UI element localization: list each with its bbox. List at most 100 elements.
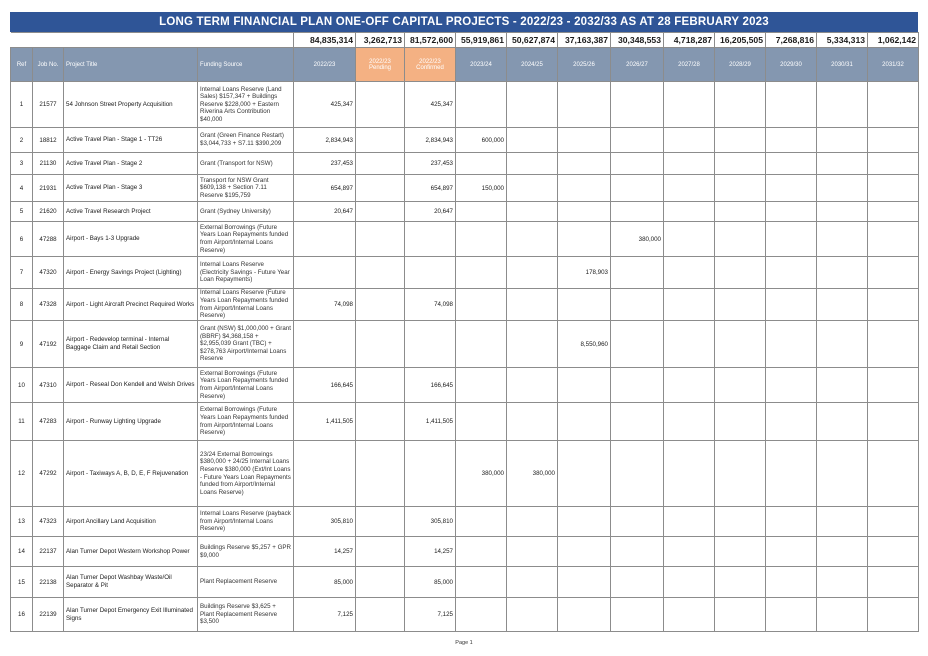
row-value-cell [455, 221, 507, 257]
table-row: 16 22139 Alan Turner Depot Emergency Exit … [10, 597, 919, 632]
row-value-cell [355, 288, 405, 321]
header-job-no: Job No. [32, 47, 64, 82]
row-value-cell [557, 127, 611, 153]
table-row: 12 47292 Airport - Taxiways A, B, D, E, F … [10, 440, 919, 507]
row-value-cell [867, 440, 919, 507]
row-ref: 14 [10, 536, 33, 567]
row-funding-source: Buildings Reserve $3,625 + Plant Replace… [197, 597, 294, 632]
row-value-cell [765, 320, 817, 368]
row-value-cell [506, 152, 558, 175]
header-2024-25: 2024/25 [506, 47, 558, 82]
row-value-cell [714, 536, 766, 567]
total-2029-30: 7,268,816 [765, 32, 817, 48]
row-value-cell [610, 367, 664, 403]
row-value-cell [455, 201, 507, 222]
row-value-cell [663, 320, 715, 368]
report-title: LONG TERM FINANCIAL PLAN ONE-OFF CAPITAL… [10, 12, 918, 32]
header-pending-year: 2022/23 [369, 58, 391, 65]
row-value-cell [816, 288, 868, 321]
total-2031-32: 1,062,142 [867, 32, 919, 48]
total-2025-26: 37,163,387 [557, 32, 611, 48]
table-row: 8 47328 Airport - Light Aircraft Precinct … [10, 288, 919, 321]
row-value-cell [816, 256, 868, 289]
row-value-cell [765, 81, 817, 128]
header-pending-label: Pending [368, 64, 392, 71]
row-value-cell [404, 256, 456, 289]
row-value-cell [714, 221, 766, 257]
row-value-cell: 178,903 [557, 256, 611, 289]
row-project-title: Airport Ancillary Land Acquisition [63, 506, 198, 537]
row-ref: 6 [10, 221, 33, 257]
row-value-cell: 2,834,943 [404, 127, 456, 153]
totals-row: 84,835,314 3,262,713 81,572,600 55,919,8… [10, 32, 919, 48]
row-project-title: Alan Turner Depot Washbay Waste/Oil Sepa… [63, 566, 198, 598]
table-row: 13 47323 Airport Ancillary Land Acquisitio… [10, 506, 919, 537]
row-value-cell [506, 221, 558, 257]
row-value-cell [663, 256, 715, 289]
row-value-cell [610, 320, 664, 368]
row-value-cell [867, 536, 919, 567]
row-ref: 5 [10, 201, 33, 222]
row-project-title: Active Travel Plan - Stage 3 [63, 174, 198, 202]
row-value-cell [404, 440, 456, 507]
table-row: 11 47283 Airport - Runway Lighting Upgrade… [10, 402, 919, 441]
row-value-cell [714, 402, 766, 441]
row-job-no: 47192 [32, 320, 64, 368]
table-row: 14 22137 Alan Turner Depot Western Worksho… [10, 536, 919, 567]
row-value-cell: 14,257 [293, 536, 356, 567]
header-2031-32: 2031/32 [867, 47, 919, 82]
row-ref: 7 [10, 256, 33, 289]
totals-spacer [63, 32, 198, 48]
row-value-cell [557, 81, 611, 128]
row-value-cell [355, 81, 405, 128]
row-value-cell [355, 174, 405, 202]
row-value-cell [506, 367, 558, 403]
row-value-cell [355, 440, 405, 507]
row-job-no: 47328 [32, 288, 64, 321]
row-value-cell [714, 152, 766, 175]
row-value-cell [714, 288, 766, 321]
row-value-cell: 14,257 [404, 536, 456, 567]
table-row: 6 47288 Airport - Bays 1-3 Upgrade External… [10, 221, 919, 257]
total-2028-29: 16,205,505 [714, 32, 766, 48]
row-value-cell [293, 256, 356, 289]
row-value-cell [765, 597, 817, 632]
row-funding-source: Internal Loans Reserve (Electricity Savi… [197, 256, 294, 289]
row-value-cell [355, 152, 405, 175]
row-value-cell [355, 221, 405, 257]
totals-spacer [10, 32, 33, 48]
row-value-cell: 74,098 [404, 288, 456, 321]
row-value-cell: 20,647 [404, 201, 456, 222]
row-value-cell [714, 566, 766, 598]
row-value-cell [867, 81, 919, 128]
row-ref: 4 [10, 174, 33, 202]
row-value-cell: 600,000 [455, 127, 507, 153]
row-ref: 11 [10, 402, 33, 441]
row-ref: 10 [10, 367, 33, 403]
total-2026-27: 30,348,553 [610, 32, 664, 48]
row-funding-source: 23/24 External Borrowings $380,000 + 24/… [197, 440, 294, 507]
row-value-cell [355, 597, 405, 632]
row-value-cell: 2,834,943 [293, 127, 356, 153]
row-value-cell [506, 81, 558, 128]
row-value-cell [455, 81, 507, 128]
row-value-cell [816, 152, 868, 175]
row-value-cell [714, 597, 766, 632]
row-value-cell [557, 402, 611, 441]
row-value-cell [293, 320, 356, 368]
row-value-cell [610, 152, 664, 175]
row-value-cell [506, 536, 558, 567]
row-value-cell [506, 566, 558, 598]
row-value-cell [355, 367, 405, 403]
row-value-cell [714, 506, 766, 537]
row-value-cell [867, 152, 919, 175]
total-2024-25: 50,627,874 [506, 32, 558, 48]
row-ref: 15 [10, 566, 33, 598]
row-value-cell [765, 127, 817, 153]
row-value-cell [355, 201, 405, 222]
row-value-cell [506, 506, 558, 537]
header-funding-source: Funding Source [197, 47, 294, 82]
row-value-cell: 305,810 [404, 506, 456, 537]
totals-spacer [32, 32, 64, 48]
row-value-cell: 654,897 [293, 174, 356, 202]
